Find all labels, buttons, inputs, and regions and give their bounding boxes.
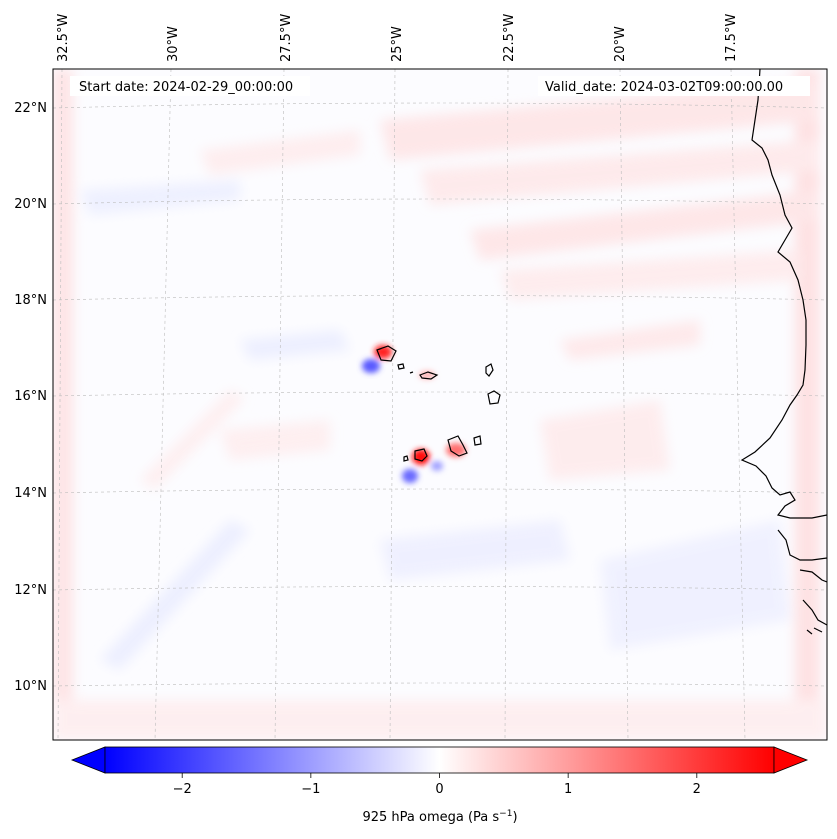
colorbar-extend-min xyxy=(70,746,106,774)
lat-label: 22°N xyxy=(14,101,47,116)
start-date-label: Start date: 2024-02-29_00:00:00 xyxy=(79,80,293,95)
colorbar-tick-label: 2 xyxy=(693,782,701,797)
longitude-labels: 32.5°W 30°W 27.5°W 25°W 22.5°W 20°W 17.5… xyxy=(56,14,739,62)
lon-label: 17.5°W xyxy=(724,14,739,62)
lat-label: 18°N xyxy=(14,293,47,308)
colorbar-tick-label: −2 xyxy=(173,782,192,797)
island-sao-vicente xyxy=(397,363,405,370)
lat-label: 14°N xyxy=(14,486,47,501)
lon-label: 30°W xyxy=(166,26,181,62)
lat-label: 16°N xyxy=(14,389,47,404)
colorbar-title: 925 hPa omega (Pa s−1) xyxy=(362,809,517,825)
lon-label: 27.5°W xyxy=(279,14,294,62)
start-date-box xyxy=(70,76,310,96)
graticule xyxy=(53,69,827,740)
island-brava xyxy=(403,455,409,462)
coastline xyxy=(376,69,827,635)
colorbar-extend-max xyxy=(773,746,809,774)
colorbar-ramp xyxy=(104,746,775,774)
colorbar-ticks: −2 −1 0 1 2 xyxy=(173,773,701,797)
island-santiago xyxy=(447,435,468,457)
lon-label: 20°W xyxy=(613,26,628,62)
latitude-labels: 22°N 20°N 18°N 16°N 14°N 12°N 10°N xyxy=(14,101,47,694)
lat-label: 12°N xyxy=(14,583,47,598)
lat-label: 10°N xyxy=(14,679,47,694)
lon-label: 22.5°W xyxy=(502,14,517,62)
colorbar-tick-label: −1 xyxy=(301,782,320,797)
africa-coastline xyxy=(740,69,827,635)
island-fogo xyxy=(414,448,428,462)
island-sal xyxy=(485,363,494,377)
island-sao-nicolau xyxy=(419,371,439,380)
colorbar: −2 −1 0 1 2 925 hPa omega (Pa s−1) xyxy=(70,746,809,825)
island-boa-vista xyxy=(487,390,501,405)
map-panel: Start date: 2024-02-29_00:00:00 Valid_da… xyxy=(52,68,828,741)
valid-date-label: Valid_date: 2024-03-02T09:00:00.00 xyxy=(545,80,783,95)
colorbar-tick-label: 0 xyxy=(435,782,443,797)
colorbar-tick-label: 1 xyxy=(564,782,572,797)
lon-label: 32.5°W xyxy=(56,14,71,62)
map-frame xyxy=(52,68,828,741)
island-santo-antao xyxy=(376,345,397,362)
valid-date-box xyxy=(538,76,810,96)
island-santa-luzia xyxy=(409,371,414,374)
lat-label: 20°N xyxy=(14,197,47,212)
lon-label: 25°W xyxy=(390,26,405,62)
island-maio xyxy=(473,435,482,446)
